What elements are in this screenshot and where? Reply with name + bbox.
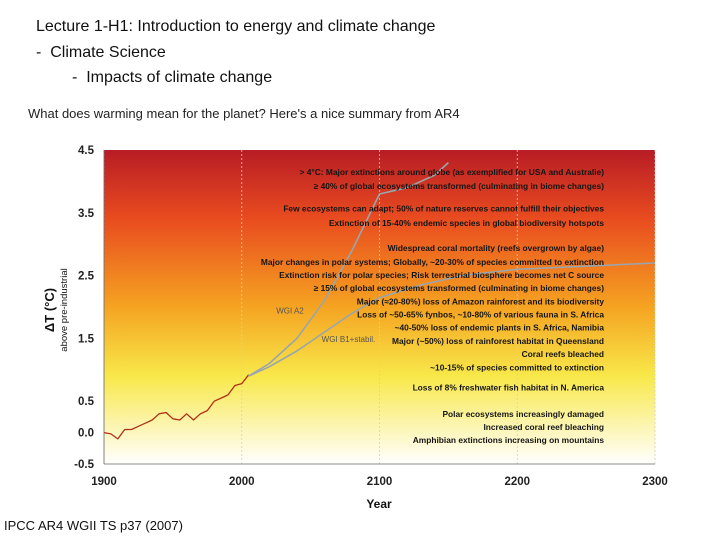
x-tick-label: 2100 bbox=[367, 476, 393, 488]
impact-annotation: ~40-50% loss of endemic plants in S. Afr… bbox=[395, 323, 605, 333]
bullet-text: Climate Science bbox=[50, 44, 166, 61]
observed-temperature-line bbox=[103, 374, 250, 440]
series-label: WGI B1+stabil. bbox=[322, 335, 376, 344]
bullet-climate-science: - Climate Science bbox=[36, 44, 166, 62]
bullet-text: Impacts of climate change bbox=[86, 69, 273, 86]
lecture-code: Lecture 1-H1 bbox=[36, 18, 129, 35]
series-label: WGI A2 bbox=[276, 306, 304, 315]
impact-annotation: ≥ 40% of global ecosystems transformed (… bbox=[314, 181, 605, 191]
impact-annotation: Major (≈20-80%) loss of Amazon rainfores… bbox=[357, 296, 605, 306]
impact-annotation: Few ecosystems can adapt; 50% of nature … bbox=[283, 203, 604, 213]
impact-annotation: ~10-15% of species committed to extincti… bbox=[430, 362, 604, 372]
impact-annotation: ≥ 15% of global ecosystems transformed (… bbox=[314, 283, 605, 293]
impact-annotation: > 4°C: Major extinctions around globe (a… bbox=[299, 167, 604, 177]
impact-annotation: Major (~50%) loss of rainforest habitat … bbox=[392, 336, 604, 346]
impact-annotation: Polar ecosystems increasingly damaged bbox=[442, 409, 604, 419]
x-axis-label: Year bbox=[366, 497, 392, 511]
impact-annotation: Increased coral reef bleaching bbox=[483, 422, 604, 432]
y-axis-label: ΔT (°C) bbox=[42, 288, 57, 332]
impact-annotation: Coral reefs bleached bbox=[522, 349, 604, 359]
y-tick-label: -0.5 bbox=[74, 459, 94, 471]
impact-annotation: Extinction risk for polar species; Risk … bbox=[279, 270, 604, 280]
lecture-heading: Lecture 1-H1: Introduction to energy and… bbox=[36, 18, 435, 36]
impact-annotation: Major changes in polar systems; Globally… bbox=[261, 257, 604, 267]
lecture-title: : Introduction to energy and climate cha… bbox=[128, 18, 436, 35]
intro-text: What does warming mean for the planet? H… bbox=[28, 106, 460, 121]
bullet-impacts: - Impacts of climate change bbox=[72, 69, 272, 87]
x-tick-label: 2300 bbox=[642, 476, 668, 488]
y-tick-label: 1.5 bbox=[78, 333, 95, 345]
x-tick-label: 2200 bbox=[504, 476, 530, 488]
warming-impacts-chart: 4.5 3.5 2.5 1.5 0.5 0.0 -0.5 1900 2000 2100 2200 23… bbox=[42, 145, 668, 511]
y-tick-label: 4.5 bbox=[78, 145, 95, 157]
impact-annotation: Widespread coral mortality (reefs overgr… bbox=[388, 243, 605, 253]
impact-annotation: Amphibian extinctions increasing on moun… bbox=[413, 435, 605, 445]
y-axis-sublabel: above pre-industrial bbox=[59, 268, 70, 351]
scenario-line bbox=[248, 262, 656, 377]
y-tick-label: 0.5 bbox=[78, 396, 95, 408]
impact-annotation: Loss of ~50-65% fynbos, ~10-80% of vario… bbox=[357, 310, 604, 320]
impact-annotation: Loss of 8% freshwater fish habitat in N.… bbox=[413, 382, 605, 392]
bullet-marker: - bbox=[72, 69, 78, 86]
y-tick-label: 0.0 bbox=[78, 428, 94, 440]
y-tick-label: 2.5 bbox=[78, 271, 95, 283]
impact-annotation: Extinction of 15-40% endemic species in … bbox=[329, 218, 604, 228]
y-tick-label: 3.5 bbox=[78, 208, 95, 220]
x-tick-label: 2000 bbox=[229, 476, 255, 488]
scenario-line bbox=[248, 162, 449, 377]
x-tick-label: 1900 bbox=[91, 476, 117, 488]
source-caption: IPCC AR4 WGII TS p37 (2007) bbox=[4, 518, 183, 533]
bullet-marker: - bbox=[36, 44, 42, 61]
